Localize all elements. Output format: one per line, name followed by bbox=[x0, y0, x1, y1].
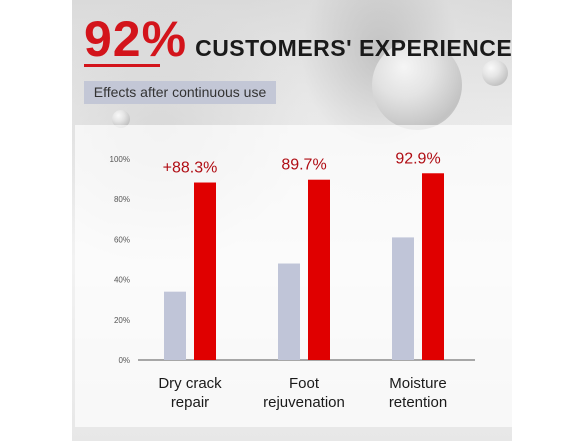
y-tick-label: 100% bbox=[110, 155, 130, 164]
bar-before bbox=[392, 237, 414, 360]
x-tick-label: retention bbox=[389, 394, 447, 411]
bar-after bbox=[308, 179, 330, 360]
x-tick-label: rejuvenation bbox=[263, 394, 345, 411]
data-label: +88.3% bbox=[163, 160, 218, 177]
water-bubble bbox=[372, 40, 462, 130]
data-label: 89.7% bbox=[281, 157, 326, 174]
headline: 92% CUSTOMERS' EXPERIENCE bbox=[84, 10, 513, 67]
headline-underline bbox=[84, 64, 160, 67]
subtitle-badge: Effects after continuous use bbox=[84, 81, 276, 104]
y-tick-label: 0% bbox=[118, 356, 130, 365]
headline-percent: 92% bbox=[84, 11, 188, 67]
data-label: 92.9% bbox=[395, 150, 440, 167]
y-tick-label: 80% bbox=[114, 195, 130, 204]
x-tick-label: Moisture bbox=[389, 375, 447, 392]
water-bubble bbox=[112, 110, 130, 128]
x-tick-label: Foot bbox=[289, 375, 320, 392]
bar-before bbox=[164, 291, 186, 360]
headline-title: CUSTOMERS' EXPERIENCE bbox=[195, 35, 513, 61]
bar-before bbox=[278, 263, 300, 360]
water-bubble bbox=[482, 60, 508, 86]
y-tick-label: 40% bbox=[114, 276, 130, 285]
y-tick-label: 60% bbox=[114, 235, 130, 244]
y-tick-label: 20% bbox=[114, 316, 130, 325]
x-tick-label: repair bbox=[171, 394, 209, 411]
bar-after bbox=[422, 173, 444, 360]
bar-after bbox=[194, 182, 216, 360]
x-tick-label: Dry crack bbox=[158, 375, 222, 392]
